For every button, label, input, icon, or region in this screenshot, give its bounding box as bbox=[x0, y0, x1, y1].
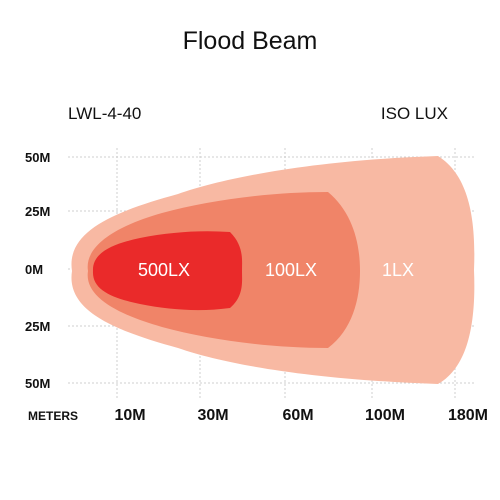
beam-shapes bbox=[71, 156, 475, 384]
y-tick-label: 50M bbox=[25, 150, 50, 165]
x-tick-label: 30M bbox=[197, 407, 228, 424]
series-label-100lx: 100LX bbox=[265, 260, 317, 280]
series-label-500lx: 500LX bbox=[138, 260, 190, 280]
axis-labels: 1LX 100LX 500LX 50M 25M 0M 25M 50M METERS 10M 30M 6… bbox=[25, 150, 488, 424]
chart-title: Flood Beam bbox=[182, 27, 318, 55]
y-tick-label: 25M bbox=[25, 319, 50, 334]
y-tick-label: 50M bbox=[25, 376, 50, 391]
x-axis-label: METERS bbox=[28, 409, 78, 423]
x-tick-label: 10M bbox=[114, 407, 145, 424]
x-tick-label: 180M bbox=[448, 407, 488, 424]
y-tick-label: 25M bbox=[25, 204, 50, 219]
unit-label: ISO LUX bbox=[380, 104, 448, 123]
model-label: LWL-4-40 bbox=[68, 104, 142, 123]
series-label-1lx: 1LX bbox=[382, 260, 414, 280]
x-tick-label: 100M bbox=[365, 407, 405, 424]
y-tick-label: 0M bbox=[25, 262, 43, 277]
beam-500lx-area bbox=[92, 231, 243, 311]
x-tick-label: 60M bbox=[282, 407, 313, 424]
